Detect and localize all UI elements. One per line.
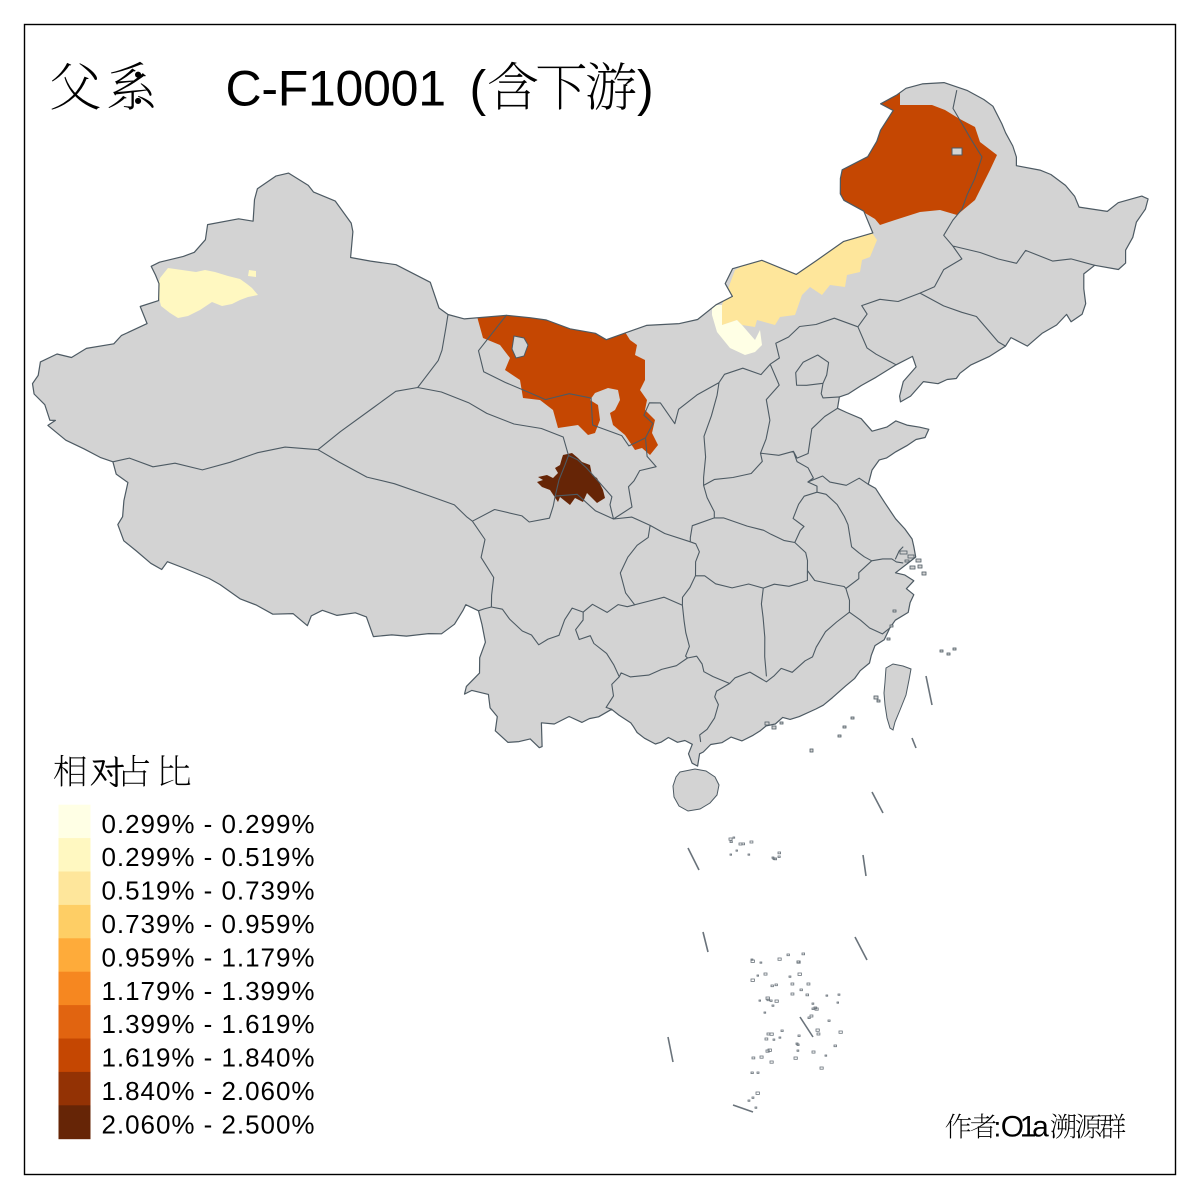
svg-text:(: ( [470, 61, 487, 117]
svg-text:0.299% - 0.299%: 0.299% - 0.299% [102, 809, 315, 839]
svg-text:0.519% - 0.739%: 0.519% - 0.739% [102, 876, 315, 906]
svg-text:1.399% - 1.619%: 1.399% - 1.619% [102, 1009, 315, 1039]
svg-text:C-F10001: C-F10001 [226, 61, 447, 117]
svg-text:1.619% - 1.840%: 1.619% - 1.840% [102, 1043, 315, 1073]
svg-text:0.299% - 0.519%: 0.299% - 0.519% [102, 842, 315, 872]
svg-text:1.179% - 1.399%: 1.179% - 1.399% [102, 976, 315, 1006]
svg-text:O1a: O1a [1001, 1111, 1049, 1144]
svg-text:2.060% - 2.500%: 2.060% - 2.500% [102, 1109, 315, 1139]
svg-text:0.739% - 0.959%: 0.739% - 0.959% [102, 909, 315, 939]
svg-text:0.959% - 1.179%: 0.959% - 1.179% [102, 942, 315, 972]
svg-text:): ) [637, 61, 654, 117]
svg-text:1.840% - 2.060%: 1.840% - 2.060% [102, 1076, 315, 1106]
svg-text::: : [994, 1112, 1002, 1143]
